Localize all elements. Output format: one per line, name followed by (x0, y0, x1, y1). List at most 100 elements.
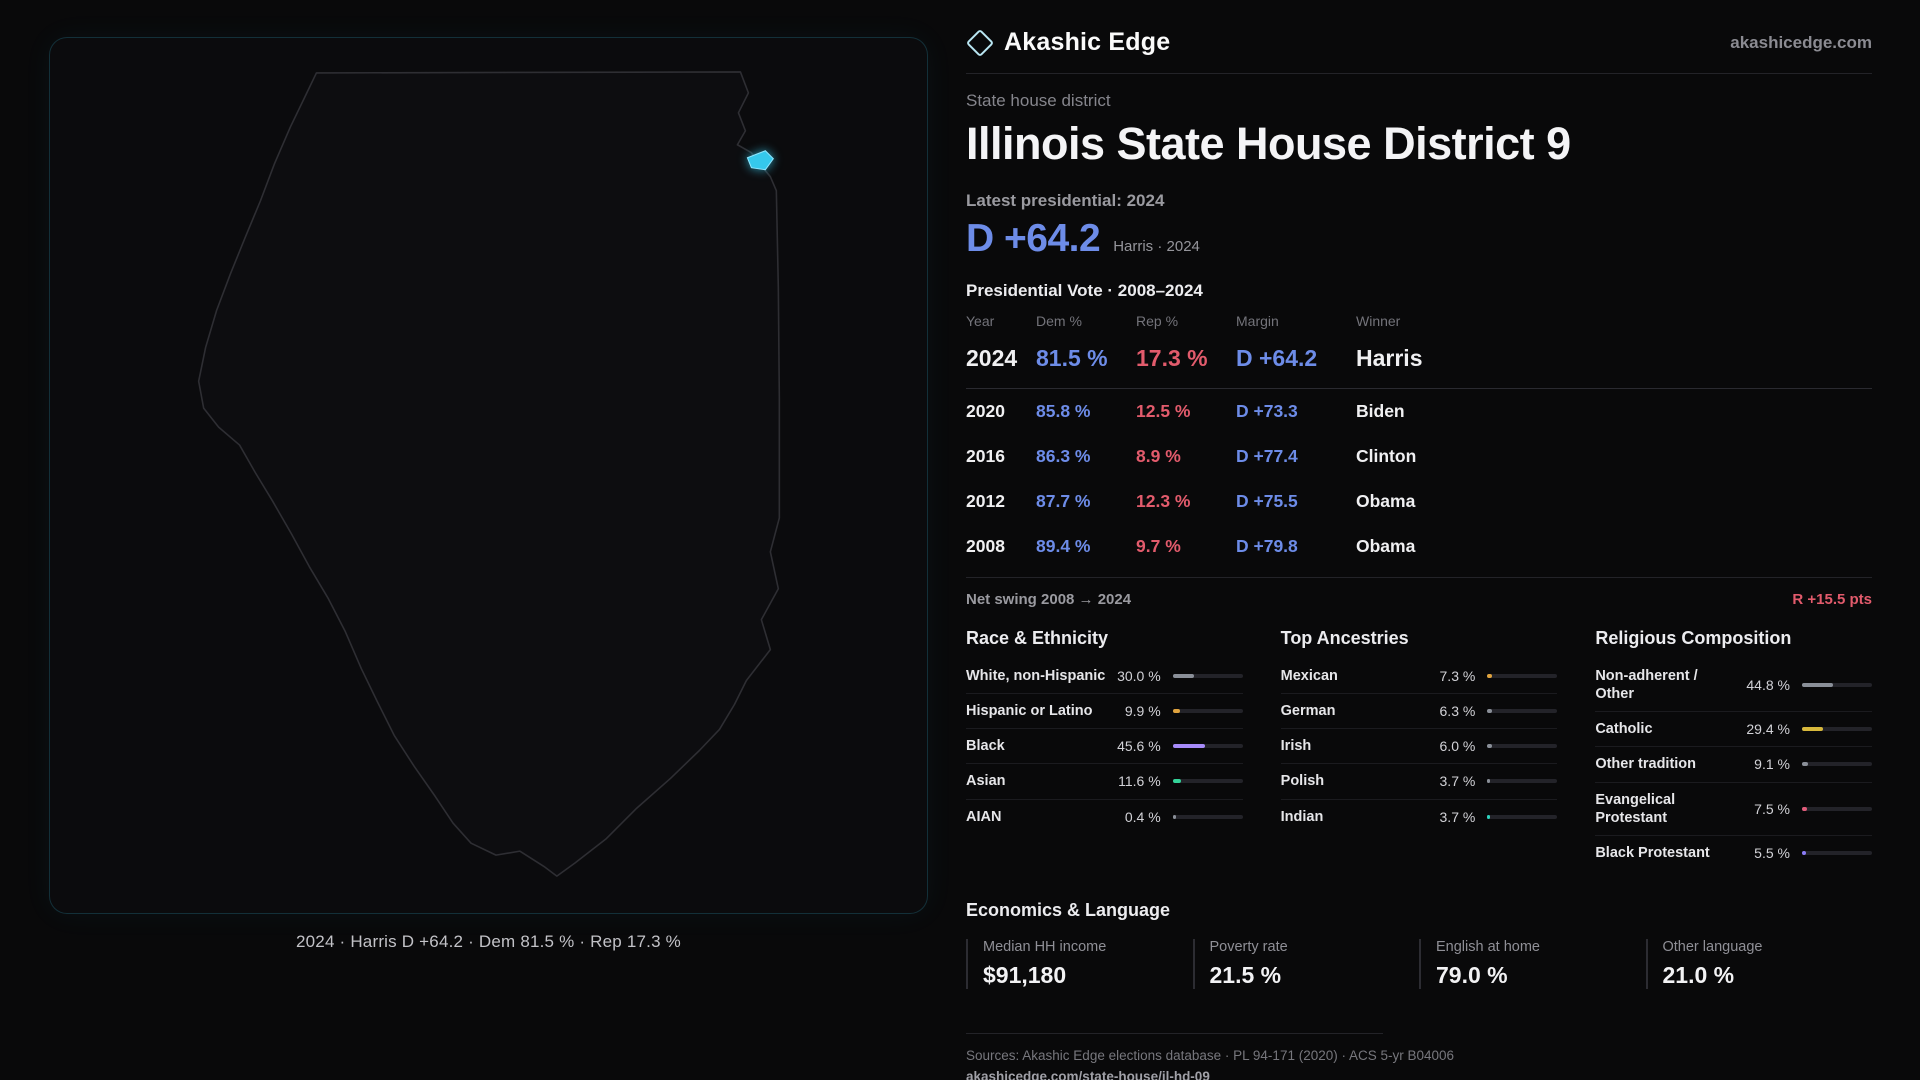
district-kicker: State house district (966, 91, 1111, 110)
col-header-margin: Margin (1236, 313, 1279, 329)
latest-presidential-label: Latest presidential: 2024 (966, 191, 1165, 210)
top-ancestries-column: Top Ancestries Mexican 7.3 % German 6.3 … (1280, 628, 1558, 834)
demo-value: 9.9 % (1124, 703, 1161, 720)
demo-bar-fill (1801, 683, 1834, 688)
page-footer: Sources: Akashic Edge elections database… (966, 1032, 1872, 1080)
demo-bar-fill (1801, 727, 1823, 732)
map-caption: 2024 · Harris D +64.2 · Dem 81.5 % · Rep… (296, 932, 681, 951)
vote-winner: Obama (1356, 536, 1416, 556)
vote-margin: D +73.3 (1236, 401, 1298, 421)
illinois-outline (197, 71, 781, 877)
demo-row-polish: Polish 3.7 % (1280, 764, 1558, 800)
demo-bar-track (1487, 744, 1558, 749)
demo-bar-fill (1487, 779, 1491, 784)
vote-margin: D +64.2 (1236, 345, 1318, 371)
race-ethnicity-column: Race & Ethnicity White, non-Hispanic 30.… (966, 628, 1243, 834)
vote-winner: Biden (1356, 401, 1405, 421)
demo-value: 11.6 % (1118, 773, 1161, 790)
vote-row-2024: 2024 81.5 % 17.3 % D +64.2 Harris (966, 335, 1872, 389)
demo-value: 5.5 % (1754, 844, 1790, 861)
demo-row-mexican: Mexican 7.3 % (1280, 659, 1558, 695)
stat-median-income: Median HH income $91,180 (966, 938, 1193, 989)
col-header-year: Year (966, 313, 995, 329)
brand-logo-icon (965, 28, 995, 57)
demo-value: 30.0 % (1117, 668, 1161, 685)
page-title: Illinois State House District 9 (966, 118, 1571, 169)
demo-bar-track (1172, 744, 1243, 749)
demo-value: 29.4 % (1746, 721, 1790, 738)
vote-margin: D +75.5 (1236, 491, 1298, 511)
demo-bar-track (1801, 762, 1872, 767)
demo-row-black: Black 45.6 % (966, 729, 1243, 765)
content-column: Akashic Edge akashicedge.com State house… (965, 28, 1872, 1080)
demo-label: Polish (1280, 773, 1325, 790)
demo-value: 6.3 % (1439, 703, 1476, 720)
divider (966, 1032, 1383, 1034)
demo-value: 3.7 % (1439, 773, 1476, 790)
vote-winner: Clinton (1356, 446, 1417, 466)
vote-winner: Obama (1356, 491, 1416, 511)
demo-label: AIAN (966, 808, 1002, 825)
stat-value: 21.5 % (1209, 961, 1282, 988)
stat-value: 21.0 % (1662, 961, 1735, 988)
demo-bar-track (1801, 806, 1872, 811)
district-9-highlight[interactable] (746, 150, 775, 171)
demo-row-irish: Irish 6.0 % (1280, 729, 1558, 765)
demo-row-black-protestant: Black Protestant 5.5 % (1595, 836, 1872, 870)
headline-margin-value: D +64.2 (966, 217, 1101, 260)
demo-row-hispanic: Hispanic or Latino 9.9 % (966, 694, 1243, 730)
top-ancestries-title: Top Ancestries (1280, 628, 1409, 648)
vote-row-2012: 2012 87.7 % 12.3 % D +75.5 Obama (966, 479, 1872, 524)
vote-rep-pct: 17.3 % (1136, 345, 1208, 371)
demo-value: 7.3 % (1439, 668, 1476, 685)
brand-name: Akashic Edge (1004, 28, 1171, 56)
vote-rep-pct: 12.5 % (1136, 401, 1191, 421)
vote-row-2020: 2020 85.8 % 12.5 % D +73.3 Biden (966, 389, 1872, 434)
demo-value: 3.7 % (1439, 808, 1476, 825)
map-column: 2024 · Harris D +64.2 · Dem 81.5 % · Rep… (49, 37, 928, 952)
demo-bar-fill (1172, 814, 1176, 819)
vote-rep-pct: 9.7 % (1136, 536, 1181, 556)
demo-value: 6.0 % (1439, 738, 1476, 755)
vote-rep-pct: 12.3 % (1136, 491, 1191, 511)
demo-bar-track (1487, 709, 1558, 714)
demo-label: Other tradition (1595, 756, 1697, 773)
demo-bar-track (1487, 814, 1558, 819)
col-header-dem: Dem % (1036, 313, 1082, 329)
demo-label: Black Protestant (1595, 844, 1710, 861)
stat-poverty-rate: Poverty rate 21.5 % (1192, 938, 1420, 989)
demo-row-catholic: Catholic 29.4 % (1595, 712, 1872, 748)
vote-winner: Harris (1356, 345, 1423, 371)
stat-value: 79.0 % (1436, 961, 1508, 988)
permalink[interactable]: akashicedge.com/state-house/il-hd-09 (966, 1068, 1210, 1080)
demo-label: Asian (966, 773, 1006, 790)
vote-margin: D +79.8 (1236, 536, 1298, 556)
demo-value: 44.8 % (1746, 677, 1790, 694)
demo-value: 0.4 % (1124, 808, 1161, 825)
demo-value: 45.6 % (1117, 738, 1161, 755)
vote-dem-pct: 89.4 % (1036, 536, 1091, 556)
vote-dem-pct: 86.3 % (1036, 446, 1091, 466)
vote-row-2016: 2016 86.3 % 8.9 % D +77.4 Clinton (966, 434, 1872, 479)
demo-row-aian: AIAN 0.4 % (966, 800, 1243, 834)
vote-table-header: Year Dem % Rep % Margin Winner (966, 313, 1872, 335)
demo-bar-fill (1172, 709, 1180, 714)
vote-dem-pct: 81.5 % (1036, 345, 1108, 371)
col-header-winner: Winner (1356, 313, 1401, 329)
demo-bar-track (1801, 683, 1872, 688)
demo-label: White, non-Hispanic (966, 668, 1106, 684)
demo-label: Indian (1280, 808, 1324, 825)
demo-label: Hispanic or Latino (966, 703, 1093, 720)
vote-rep-pct: 8.9 % (1136, 446, 1181, 466)
brand-header: Akashic Edge akashicedge.com (965, 28, 1872, 74)
demo-label: German (1280, 703, 1336, 720)
brand-site-link[interactable]: akashicedge.com (1730, 32, 1872, 52)
vote-dem-pct: 85.8 % (1036, 401, 1091, 421)
demo-row-asian: Asian 11.6 % (966, 764, 1243, 800)
stat-label: Other language (1662, 938, 1763, 955)
demo-bar-fill (1801, 762, 1809, 767)
race-ethnicity-title: Race & Ethnicity (966, 628, 1109, 648)
illinois-map (197, 71, 781, 877)
net-swing-label: Net swing 2008 → 2024 (966, 591, 1132, 608)
stat-label: English at home (1436, 938, 1540, 955)
